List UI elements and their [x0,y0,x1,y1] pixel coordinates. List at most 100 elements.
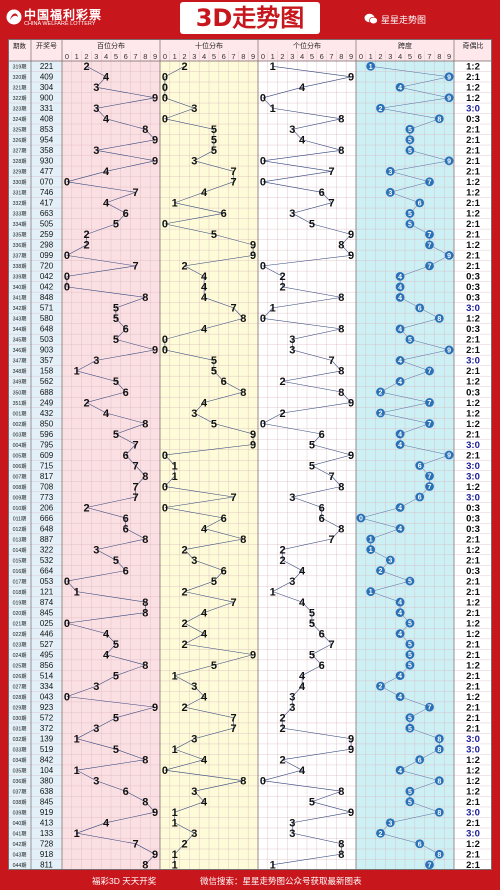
issue-label: 036期 [13,778,27,785]
digit-label-2-0: 0 [261,52,265,61]
digit-mark: 1 [74,828,80,840]
digit-mark: 7 [230,166,236,178]
digit-mark: 1 [270,586,276,598]
span-ball [376,681,385,691]
span-value: 3 [388,820,392,827]
span-ball [444,450,454,460]
span-ball [385,555,395,565]
digit-mark: 7 [328,166,334,178]
digit-mark: 8 [338,114,344,126]
digit-mark: 8 [338,481,344,493]
digit-mark: 3 [289,124,295,136]
digit-label-2-5: 5 [310,52,314,61]
digit-mark: 5 [113,670,119,682]
issue-label: 043期 [13,852,27,859]
digit-mark: 4 [103,649,110,661]
oddeven-value: 2:1 [466,681,480,692]
digit-mark: 4 [103,72,110,84]
digit-mark: 5 [113,334,119,346]
col-header-span: 跨度 [398,41,412,50]
oddeven-value: 1:2 [466,545,480,556]
digit-mark: 7 [328,639,334,651]
digit-mark: 1 [74,765,80,777]
digit-mark: 3 [93,82,99,94]
digit-mark: 7 [132,492,138,504]
digit-mark: 5 [113,429,119,441]
draw-number: 919 [40,808,54,817]
digit-mark: 3 [191,786,197,798]
logo-text: 中国福利彩票 [24,8,103,22]
span-value: 4 [398,295,402,302]
digit-mark: 0 [64,282,70,294]
issue-label: 336期 [13,242,27,249]
draw-number: 532 [40,556,54,565]
oddeven-value: 3:0 [466,356,480,367]
oddeven-value: 2:1 [466,797,480,808]
digit-label-3-8: 8 [437,52,441,61]
span-value: 9 [447,348,451,355]
span-ball [425,366,434,376]
draw-number: 954 [40,136,54,145]
issue-label: 021期 [13,620,27,627]
draw-number: 322 [40,545,54,554]
span-value: 9 [447,453,451,460]
span-value: 3 [388,169,392,176]
digit-mark: 4 [299,765,306,777]
draw-number: 848 [40,293,54,302]
draw-number: 331 [40,104,54,113]
issue-label: 042期 [13,841,27,848]
span-value: 5 [408,127,412,134]
draw-number: 070 [40,178,54,187]
draw-number: 446 [40,629,54,638]
digit-mark: 3 [93,103,99,115]
span-value: 4 [398,631,402,638]
draw-number: 514 [40,671,54,680]
digit-row [8,51,492,61]
digit-mark: 0 [64,271,70,283]
digit-mark: 8 [142,797,148,809]
issue-label: 328期 [13,158,27,165]
digit-mark: 4 [201,754,208,766]
span-value: 8 [437,316,441,323]
issue-label: 035期 [13,767,27,774]
digit-mark: 0 [162,82,168,94]
oddeven-value: 2:1 [466,167,480,178]
digit-mark: 3 [93,775,99,787]
span-ball [376,408,385,418]
draw-number: 249 [40,398,54,407]
digit-label-3-4: 4 [398,52,402,61]
draw-number: 773 [40,493,54,502]
digit-mark: 5 [113,313,119,325]
span-ball [376,103,385,113]
span-ball [395,597,405,607]
trend-line-2 [262,66,353,865]
digit-mark: 9 [152,93,158,105]
digit-label-0-1: 1 [75,52,79,61]
digit-mark: 4 [103,114,110,126]
digit-mark: 9 [152,807,158,819]
span-ball [425,471,434,481]
span-value: 5 [408,789,412,796]
span-value: 5 [408,148,412,155]
span-ball [444,250,454,260]
digit-mark: 0 [64,691,70,703]
span-ball [415,839,425,849]
digit-mark: 9 [152,135,158,147]
digit-mark: 8 [338,240,344,252]
draw-number: 795 [40,440,54,449]
issue-label: 008期 [13,484,27,491]
digit-mark: 3 [289,828,295,840]
digit-mark: 6 [123,786,129,798]
digit-mark: 0 [162,334,168,346]
digit-mark: 9 [348,229,354,241]
span-value: 7 [428,232,432,239]
span-ball [395,292,405,302]
digit-mark: 5 [309,607,315,619]
digit-mark: 0 [162,93,168,105]
digit-mark: 8 [338,839,344,851]
digit-mark: 3 [93,355,99,367]
digit-mark: 1 [172,860,178,870]
draw-number: 409 [40,73,54,82]
span-value: 7 [428,484,432,491]
